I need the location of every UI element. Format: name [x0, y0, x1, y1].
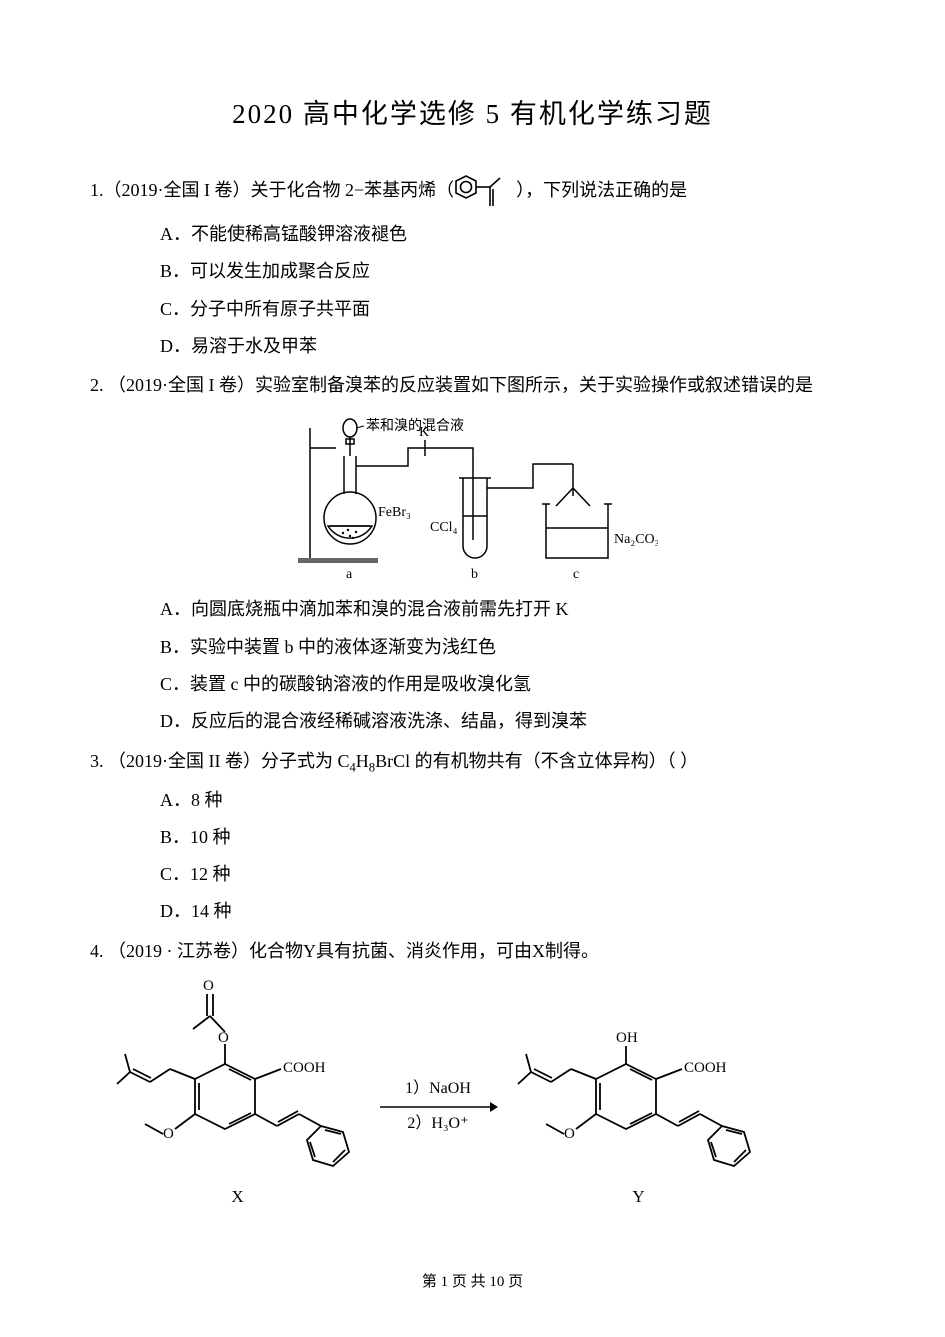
question-1: 1. （2019·全国 I 卷）关于化合物 2−苯基丙烯（ ），下列说法正确的是… [90, 168, 855, 363]
q3-option-b: B．10 种 [160, 821, 855, 854]
q4-arrow-cond1: 1）NaOH [405, 1079, 471, 1100]
q2-fig-label-na2co3: Na₂CO₃溶液 [614, 531, 658, 547]
q2-option-b: B．实验中装置 b 中的液体逐渐变为浅红色 [160, 631, 855, 664]
q3-option-a: A．8 种 [160, 784, 855, 817]
q4y-cooh: COOH [684, 1060, 727, 1076]
q1-text-pre: （2019·全国 I 卷）关于化合物 2−苯基丙烯（ [104, 174, 455, 207]
q2-option-d: D．反应后的混合液经稀碱溶液洗涤、结晶，得到溴苯 [160, 705, 855, 738]
question-4: 4. （2019 · 江苏卷）化合物Y具有抗菌、消炎作用，可由X制得。 [90, 935, 855, 1213]
footer-post: 页 [504, 1274, 523, 1290]
footer-mid: 页 共 [448, 1274, 489, 1290]
footer-pre: 第 [422, 1274, 441, 1290]
q3-text-pre: （2019·全国 II 卷）分子式为 C [108, 751, 350, 771]
footer-page: 1 [441, 1274, 449, 1290]
q1-text-post: ），下列说法正确的是 [516, 174, 687, 207]
page-footer: 第 1 页 共 10 页 [0, 1269, 945, 1297]
q4-molecule-y: OH COOH O Y [516, 974, 761, 1212]
question-3: 3. （2019·全国 II 卷）分子式为 C4H8BrCl 的有机物共有（不含… [90, 745, 855, 929]
q4y-ome-o: O [564, 1126, 575, 1142]
q4x-ome-o: O [163, 1126, 174, 1142]
q3-option-c: C．12 种 [160, 858, 855, 891]
q3-option-d: D．14 种 [160, 895, 855, 928]
q1-number: 1. [90, 174, 104, 207]
q2-fig-label-top: 苯和溴的混合液 [366, 417, 464, 434]
q4-label-x: X [115, 1181, 360, 1212]
q2-fig-label-b: b [471, 567, 478, 582]
footer-total: 10 [489, 1274, 504, 1290]
q4-reaction-arrow: 1）NaOH 2）H₃O⁺ [378, 1079, 498, 1135]
q1-option-c: C．分子中所有原子共平面 [160, 293, 855, 326]
q3-number: 3. [90, 751, 104, 771]
q2-option-c: C．装置 c 中的碳酸钠溶液的作用是吸收溴化氢 [160, 668, 855, 701]
q4-text: （2019 · 江苏卷）化合物Y具有抗菌、消炎作用，可由X制得。 [108, 941, 599, 961]
q3-mid1: H [356, 751, 369, 771]
q2-figure: 苯和溴的混合液 K FeBr₃ CCl₄ Na₂CO₃溶液 a b c [90, 408, 855, 583]
q2-fig-label-febr3: FeBr₃ [378, 505, 411, 520]
q2-fig-label-c: c [573, 567, 579, 582]
q1-option-d: D．易溶于水及甲苯 [160, 330, 855, 363]
page-title: 2020 高中化学选修 5 有机化学练习题 [90, 90, 855, 140]
q4-number: 4. [90, 941, 104, 961]
q2-fig-label-ccl4: CCl₄ [430, 520, 458, 535]
q2-text: （2019·全国 I 卷）实验室制备溴苯的反应装置如下图所示，关于实验操作或叙述… [108, 375, 813, 395]
q1-structure-icon [454, 168, 516, 214]
q4x-o2: O [203, 978, 214, 994]
q2-fig-label-a: a [346, 567, 353, 582]
q4y-oh: OH [616, 1030, 638, 1046]
q2-fig-label-k: K [419, 425, 429, 440]
q3-mid2: BrCl 的有机物共有（不含立体异构）（ ） [375, 751, 698, 771]
q2-number: 2. [90, 375, 104, 395]
q4x-o1: O [218, 1030, 229, 1046]
question-2: 2. （2019·全国 I 卷）实验室制备溴苯的反应装置如下图所示，关于实验操作… [90, 369, 855, 738]
q4x-cooh: COOH [283, 1060, 326, 1076]
q4-label-y: Y [516, 1181, 761, 1212]
arrow-icon [378, 1100, 498, 1114]
q4-arrow-cond2: 2）H₃O⁺ [407, 1114, 468, 1135]
q2-option-a: A．向圆底烧瓶中滴加苯和溴的混合液前需先打开 K [160, 593, 855, 626]
q1-option-a: A．不能使稀高锰酸钾溶液褪色 [160, 218, 855, 251]
q1-option-b: B．可以发生加成聚合反应 [160, 255, 855, 288]
q4-molecule-x: O O COOH O X [115, 974, 360, 1212]
q4-reaction-scheme: O O COOH O X 1）NaOH 2）H₃O⁺ [115, 974, 855, 1212]
